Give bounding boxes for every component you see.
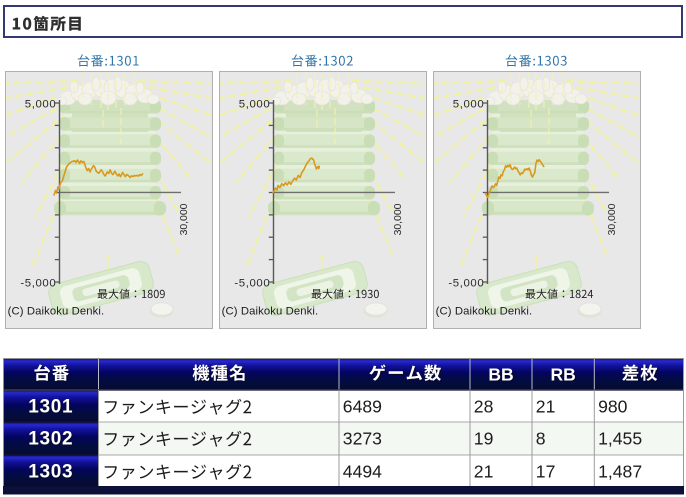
svg-text:5,000: 5,000 bbox=[25, 98, 57, 110]
svg-text:1303: 1303 bbox=[28, 462, 73, 483]
svg-text:17: 17 bbox=[536, 462, 556, 482]
svg-text:28: 28 bbox=[474, 397, 494, 417]
svg-text:1302: 1302 bbox=[28, 429, 73, 450]
svg-text:-5,000: -5,000 bbox=[20, 277, 56, 289]
svg-text:1,455: 1,455 bbox=[598, 429, 642, 449]
svg-text:(C) Daikoku Denki.: (C) Daikoku Denki. bbox=[222, 306, 319, 318]
svg-text:5,000: 5,000 bbox=[239, 98, 271, 110]
svg-text:30,000: 30,000 bbox=[393, 203, 404, 235]
svg-text:8: 8 bbox=[536, 429, 546, 449]
svg-text:(C) Daikoku Denki.: (C) Daikoku Denki. bbox=[436, 306, 533, 318]
svg-text:4494: 4494 bbox=[343, 462, 382, 482]
svg-text:RB: RB bbox=[552, 366, 577, 386]
svg-text:-5,000: -5,000 bbox=[234, 277, 270, 289]
svg-text:30,000: 30,000 bbox=[179, 203, 190, 235]
svg-text:21: 21 bbox=[474, 462, 494, 482]
svg-text:1302: 1302 bbox=[29, 430, 74, 451]
svg-text:1,487: 1,487 bbox=[598, 462, 642, 482]
svg-text:19: 19 bbox=[474, 429, 494, 449]
svg-text:(C) Daikoku Denki.: (C) Daikoku Denki. bbox=[8, 306, 105, 318]
svg-text:-5,000: -5,000 bbox=[448, 277, 484, 289]
svg-text:980: 980 bbox=[598, 397, 628, 417]
svg-text:5,000: 5,000 bbox=[453, 98, 485, 110]
svg-text:BB: BB bbox=[488, 365, 513, 385]
svg-text:BB: BB bbox=[490, 366, 515, 386]
svg-text:3273: 3273 bbox=[343, 429, 382, 449]
svg-text:1303: 1303 bbox=[29, 463, 74, 484]
svg-text:1301: 1301 bbox=[29, 398, 74, 419]
svg-text:30,000: 30,000 bbox=[607, 203, 618, 235]
svg-text:1301: 1301 bbox=[28, 397, 73, 418]
svg-text:RB: RB bbox=[550, 365, 575, 385]
svg-text:21: 21 bbox=[536, 397, 556, 417]
svg-text:6489: 6489 bbox=[343, 397, 382, 417]
